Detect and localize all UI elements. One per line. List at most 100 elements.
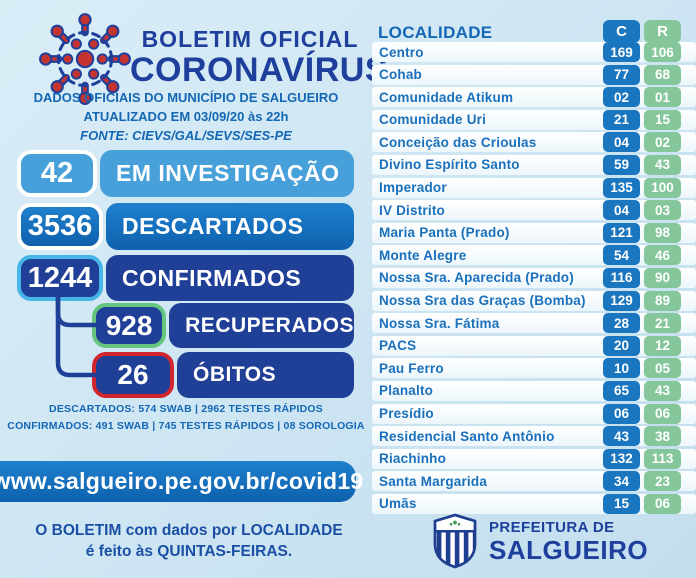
locality-name: Centro	[379, 44, 424, 60]
confirmed-breakdown-connector	[55, 292, 98, 378]
confirmed-count-badge: 121	[603, 222, 640, 243]
table-row: Santa Margarida 34 23	[372, 471, 696, 492]
confirmed-count-badge: 129	[603, 290, 640, 311]
recovered-count-badge: 06	[644, 493, 681, 514]
recovered-count-badge: 05	[644, 358, 681, 379]
logo-line2: SALGUEIRO	[489, 534, 649, 565]
website-link[interactable]: www.salgueiro.pe.gov.br/covid19	[0, 461, 363, 502]
bulletin-title-main: CORONAVÍRUS	[130, 51, 388, 89]
stat-recovered-value: 928	[92, 303, 167, 348]
confirmed-count-badge: 34	[603, 471, 640, 492]
stat-under-investigation-label: EM INVESTIGAÇÃO	[100, 150, 354, 197]
table-header-recovered-badge: R	[644, 20, 681, 43]
confirmed-count-badge: 10	[603, 358, 640, 379]
locality-name: Maria Panta (Prado)	[379, 225, 510, 241]
locality-name: Residencial Santo Antônio	[379, 428, 555, 444]
confirmed-count-badge: 04	[603, 132, 640, 153]
recovered-count-badge: 89	[644, 290, 681, 311]
locality-name: Planalto	[379, 383, 434, 399]
recovered-count-badge: 03	[644, 200, 681, 221]
coronavirus-icon	[39, 13, 131, 105]
recovered-count-badge: 01	[644, 87, 681, 108]
locality-name: Conceição das Crioulas	[379, 134, 537, 150]
confirmed-count-badge: 54	[603, 245, 640, 266]
stat-deaths-value: 26	[92, 352, 174, 398]
locality-table-body: Centro 169 106 Cohab 77 68 Comunidade At…	[372, 42, 696, 516]
bulletin-heading: BOLETIM OFICIAL CORONAVÍRUS	[130, 26, 388, 90]
locality-name: Divino Espírito Santo	[379, 157, 520, 173]
table-row: Conceição das Crioulas 04 02	[372, 132, 696, 153]
logo-line1: PREFEITURA DE	[489, 518, 615, 536]
locality-name: Riachinho	[379, 451, 447, 467]
locality-name: Monte Alegre	[379, 247, 467, 263]
confirmed-count-badge: 15	[603, 493, 640, 514]
table-row: Presídio 06 06	[372, 403, 696, 424]
website-url: www.salgueiro.pe.gov.br/covid19	[0, 468, 364, 494]
confirmed-count-badge: 43	[603, 426, 640, 447]
table-row: Nossa Sra. Aparecida (Prado) 116 90	[372, 267, 696, 288]
table-row: Comunidade Atikum 02 01	[372, 87, 696, 108]
footer-note: O BOLETIM com dados por LOCALIDADE é fei…	[0, 521, 378, 563]
confirmed-count-badge: 169	[603, 42, 640, 62]
table-row: Umãs 15 06	[372, 493, 696, 514]
table-row: PACS 20 12	[372, 335, 696, 356]
stat-deaths: 26 ÓBITOS	[92, 352, 354, 398]
recovered-count-badge: 113	[644, 448, 681, 469]
table-row: Imperador 135 100	[372, 177, 696, 198]
stat-discarded-label: DESCARTADOS	[106, 203, 354, 250]
confirmed-count-badge: 06	[603, 403, 640, 424]
recovered-count-badge: 15	[644, 109, 681, 130]
recovered-count-badge: 106	[644, 42, 681, 62]
recovered-count-badge: 98	[644, 222, 681, 243]
tests-confirmed-line: CONFIRMADOS: 491 SWAB | 745 TESTES RÁPID…	[7, 419, 365, 432]
stat-confirmed: 1244 CONFIRMADOS	[17, 255, 354, 301]
confirmed-count-badge: 02	[603, 87, 640, 108]
city-hall-logo-text: PREFEITURA DE SALGUEIRO	[489, 520, 648, 563]
locality-name: Pau Ferro	[379, 360, 444, 376]
table-header-confirmed-badge: C	[603, 20, 640, 43]
locality-name: PACS	[379, 338, 417, 354]
official-data-line: DADOS OFICIAIS DO MUNICÍPIO DE SALGUEIRO	[33, 90, 339, 105]
stat-under-investigation-value: 42	[17, 150, 97, 197]
recovered-count-badge: 46	[644, 245, 681, 266]
locality-name: Umãs	[379, 496, 417, 512]
locality-name: Comunidade Uri	[379, 112, 487, 128]
stat-deaths-label: ÓBITOS	[177, 352, 354, 398]
stat-recovered-label: RECUPERADOS	[169, 303, 354, 348]
table-row: Nossa Sra. Fátima 28 21	[372, 313, 696, 334]
table-row: Riachinho 132 113	[372, 448, 696, 469]
recovered-count-badge: 12	[644, 335, 681, 356]
locality-name: Santa Margarida	[379, 473, 488, 489]
table-row: Residencial Santo Antônio 43 38	[372, 426, 696, 447]
confirmed-count-badge: 116	[603, 267, 640, 288]
confirmed-count-badge: 132	[603, 448, 640, 469]
tests-discarded-line: DESCARTADOS: 574 SWAB | 2962 TESTES RÁPI…	[49, 403, 323, 415]
stat-under-investigation: 42 EM INVESTIGAÇÃO	[17, 150, 354, 197]
updated-at-line: ATUALIZADO EM 03/09/20 às 22h	[83, 108, 289, 124]
table-row: Pau Ferro 10 05	[372, 358, 696, 379]
recovered-count-badge: 38	[644, 426, 681, 447]
table-row: Nossa Sra das Graças (Bomba) 129 89	[372, 290, 696, 311]
table-row: IV Distrito 04 03	[372, 200, 696, 221]
locality-name: Nossa Sra. Aparecida (Prado)	[379, 270, 574, 286]
stat-discarded: 3536 DESCARTADOS	[17, 203, 354, 250]
bulletin-title: BOLETIM OFICIAL	[141, 26, 359, 52]
confirmed-count-badge: 21	[603, 109, 640, 130]
recovered-count-badge: 100	[644, 177, 681, 198]
confirmed-count-badge: 77	[603, 64, 640, 85]
locality-name: Cohab	[379, 67, 422, 83]
confirmed-count-badge: 20	[603, 335, 640, 356]
stat-discarded-value: 3536	[17, 203, 103, 250]
table-header-locality: LOCALIDADE	[378, 23, 493, 42]
footer-note-line2: é feito às QUINTAS-FEIRAS.	[85, 542, 293, 560]
recovered-count-badge: 02	[644, 132, 681, 153]
recovered-count-badge: 21	[644, 313, 681, 334]
recovered-count-badge: 23	[644, 471, 681, 492]
table-row: Planalto 65 43	[372, 380, 696, 401]
table-row: Centro 169 106	[372, 42, 696, 62]
prefeitura-shield-icon	[433, 513, 477, 569]
locality-name: IV Distrito	[379, 202, 445, 218]
confirmed-count-badge: 65	[603, 380, 640, 401]
recovered-count-badge: 43	[644, 154, 681, 175]
